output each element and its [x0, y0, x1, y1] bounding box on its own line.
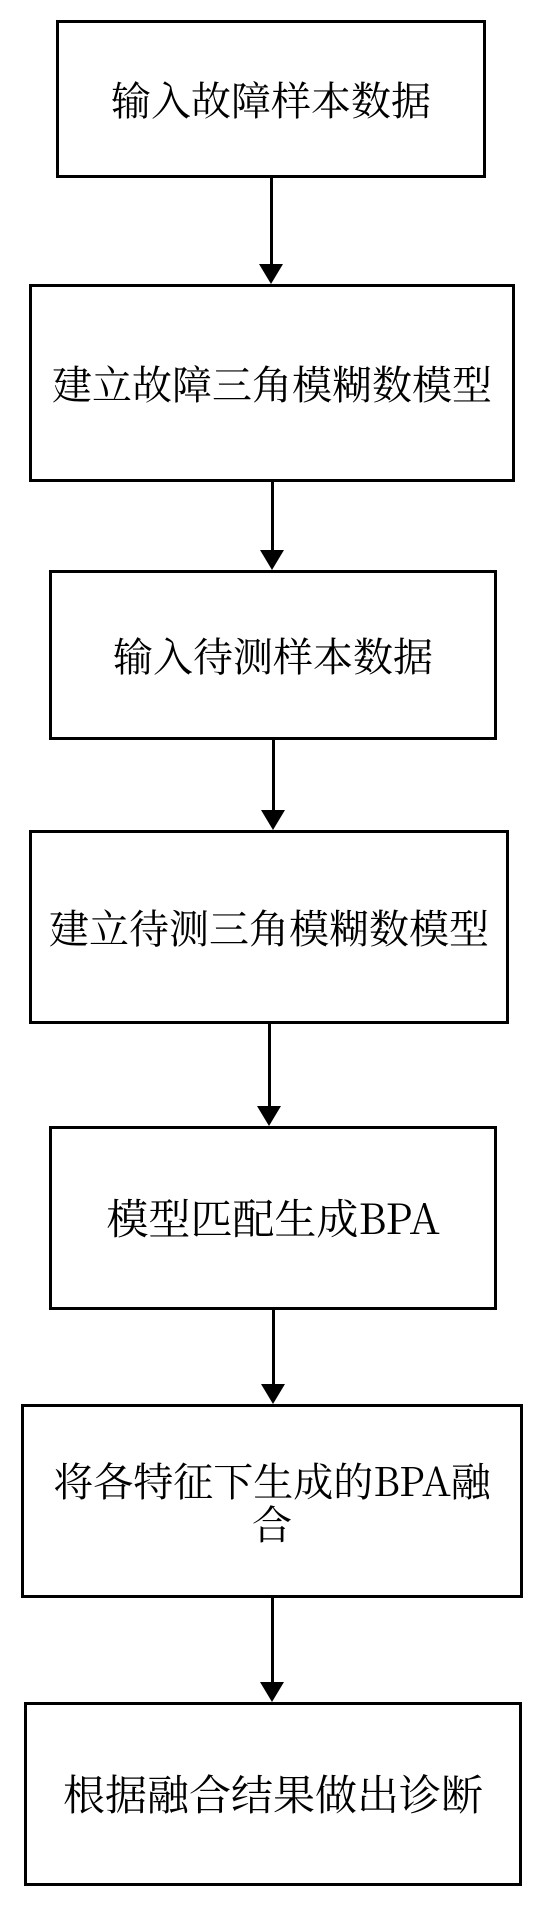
arrow-head-icon: [261, 810, 285, 830]
arrow-line: [271, 482, 274, 550]
arrow-head-icon: [261, 1384, 285, 1404]
arrow-head-icon: [259, 264, 283, 284]
flow-node-label: 将各特征下生成的BPA融合: [34, 1458, 510, 1544]
arrow-line: [272, 740, 275, 810]
flow-node-label: 根据融合结果做出诊断: [63, 1771, 483, 1816]
flow-node-n1: 输入故障样本数据: [56, 20, 486, 178]
arrow-head-icon: [260, 1682, 284, 1702]
flow-node-label: 输入待测样本数据: [113, 633, 433, 676]
flow-node-label: 模型匹配生成BPA: [106, 1195, 439, 1240]
flow-node-n7: 根据融合结果做出诊断: [24, 1702, 522, 1886]
arrow-line: [271, 1598, 274, 1682]
flow-node-label: 建立待测三角模糊数模型: [49, 905, 489, 948]
arrow-line: [268, 1024, 271, 1106]
flow-node-label: 建立故障三角模糊数模型: [52, 361, 492, 404]
flow-node-n3: 输入待测样本数据: [49, 570, 497, 740]
flow-node-n2: 建立故障三角模糊数模型: [29, 284, 515, 482]
flow-node-label: 输入故障样本数据: [111, 77, 431, 120]
arrow-line: [270, 178, 273, 264]
arrow-head-icon: [257, 1106, 281, 1126]
flow-node-n5: 模型匹配生成BPA: [49, 1126, 497, 1310]
arrow-line: [272, 1310, 275, 1384]
flowchart-canvas: 输入故障样本数据建立故障三角模糊数模型输入待测样本数据建立待测三角模糊数模型模型…: [0, 0, 544, 1911]
arrow-head-icon: [260, 550, 284, 570]
flow-node-n6: 将各特征下生成的BPA融合: [21, 1404, 523, 1598]
flow-node-n4: 建立待测三角模糊数模型: [29, 830, 509, 1024]
